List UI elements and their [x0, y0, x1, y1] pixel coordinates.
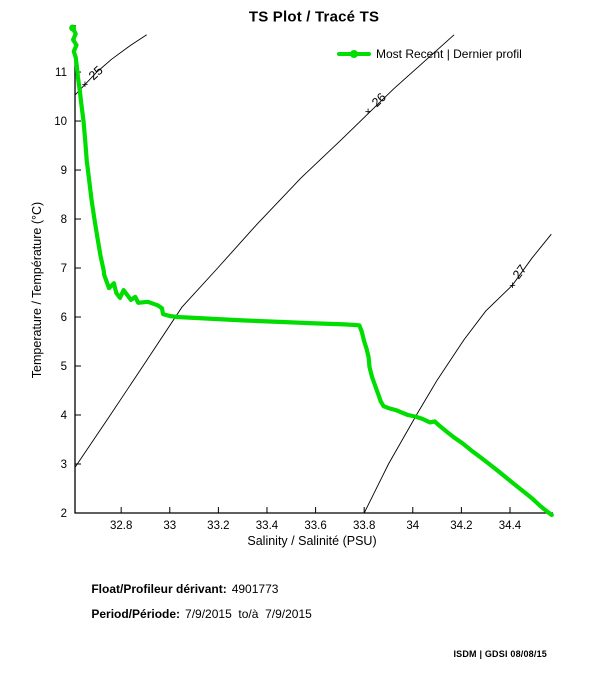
- contour-plus-marker: +: [82, 79, 88, 91]
- x-tick-label: 33.4: [256, 520, 279, 532]
- x-tick-label: 34: [406, 520, 419, 532]
- y-tick-label: 5: [61, 361, 67, 373]
- x-tick-label: 34.2: [450, 520, 472, 532]
- profile-line: [70, 25, 554, 518]
- x-tick-label: 33.8: [353, 520, 375, 532]
- y-tick-label: 7: [61, 263, 67, 275]
- contour-plus-marker: +: [365, 106, 371, 118]
- contour-label-27: 27: [510, 262, 530, 282]
- legend: Most Recent | Dernier profil: [337, 47, 522, 61]
- legend-marker-dot: [350, 50, 358, 58]
- y-tick-label: 2: [61, 508, 67, 520]
- isopycnal-contour-25: [74, 34, 147, 96]
- x-tick-label: 33.6: [304, 520, 326, 532]
- x-tick-label: 33.2: [207, 520, 229, 532]
- isopycnal-contour-27: [363, 233, 552, 514]
- x-tick-label: 33: [163, 520, 176, 532]
- y-tick-label: 3: [61, 459, 67, 471]
- y-tick-label: 4: [61, 410, 68, 422]
- isopycnal-contour-26: [74, 34, 455, 468]
- contour-plus-marker: +: [509, 280, 515, 292]
- axes-frame: [74, 25, 553, 514]
- y-tick-label: 6: [61, 312, 67, 324]
- y-tick-label: 11: [55, 67, 67, 79]
- y-axis-label: Temperature / Température (°C): [30, 201, 44, 379]
- period-label: Period/Période:: [91, 607, 181, 621]
- y-tick-label: 8: [61, 214, 67, 226]
- float-id-line: Float/Profileur dérivant: 4901773: [78, 568, 278, 610]
- chart-title: TS Plot / Tracé TS: [248, 8, 380, 26]
- y-tick-label: 10: [54, 116, 67, 128]
- contour-label-26: 26: [369, 90, 389, 110]
- watermark: ISDM | GDSI 08/08/15: [453, 649, 547, 659]
- period-value: 7/9/2015 to/à 7/9/2015: [185, 607, 312, 621]
- float-value: 4901773: [231, 582, 279, 596]
- legend-label: Most Recent | Dernier profil: [376, 47, 522, 61]
- period-line: Period/Période: 7/9/2015 to/à 7/9/2015: [78, 593, 312, 635]
- float-label: Float/Profileur dérivant:: [91, 582, 227, 596]
- x-axis-label: Salinity / Salinité (PSU): [247, 534, 377, 548]
- x-tick-label: 34.4: [499, 520, 522, 532]
- legend-line-swatch: [337, 50, 371, 58]
- y-tick-label: 9: [61, 165, 67, 177]
- x-tick-label: 32.8: [110, 520, 132, 532]
